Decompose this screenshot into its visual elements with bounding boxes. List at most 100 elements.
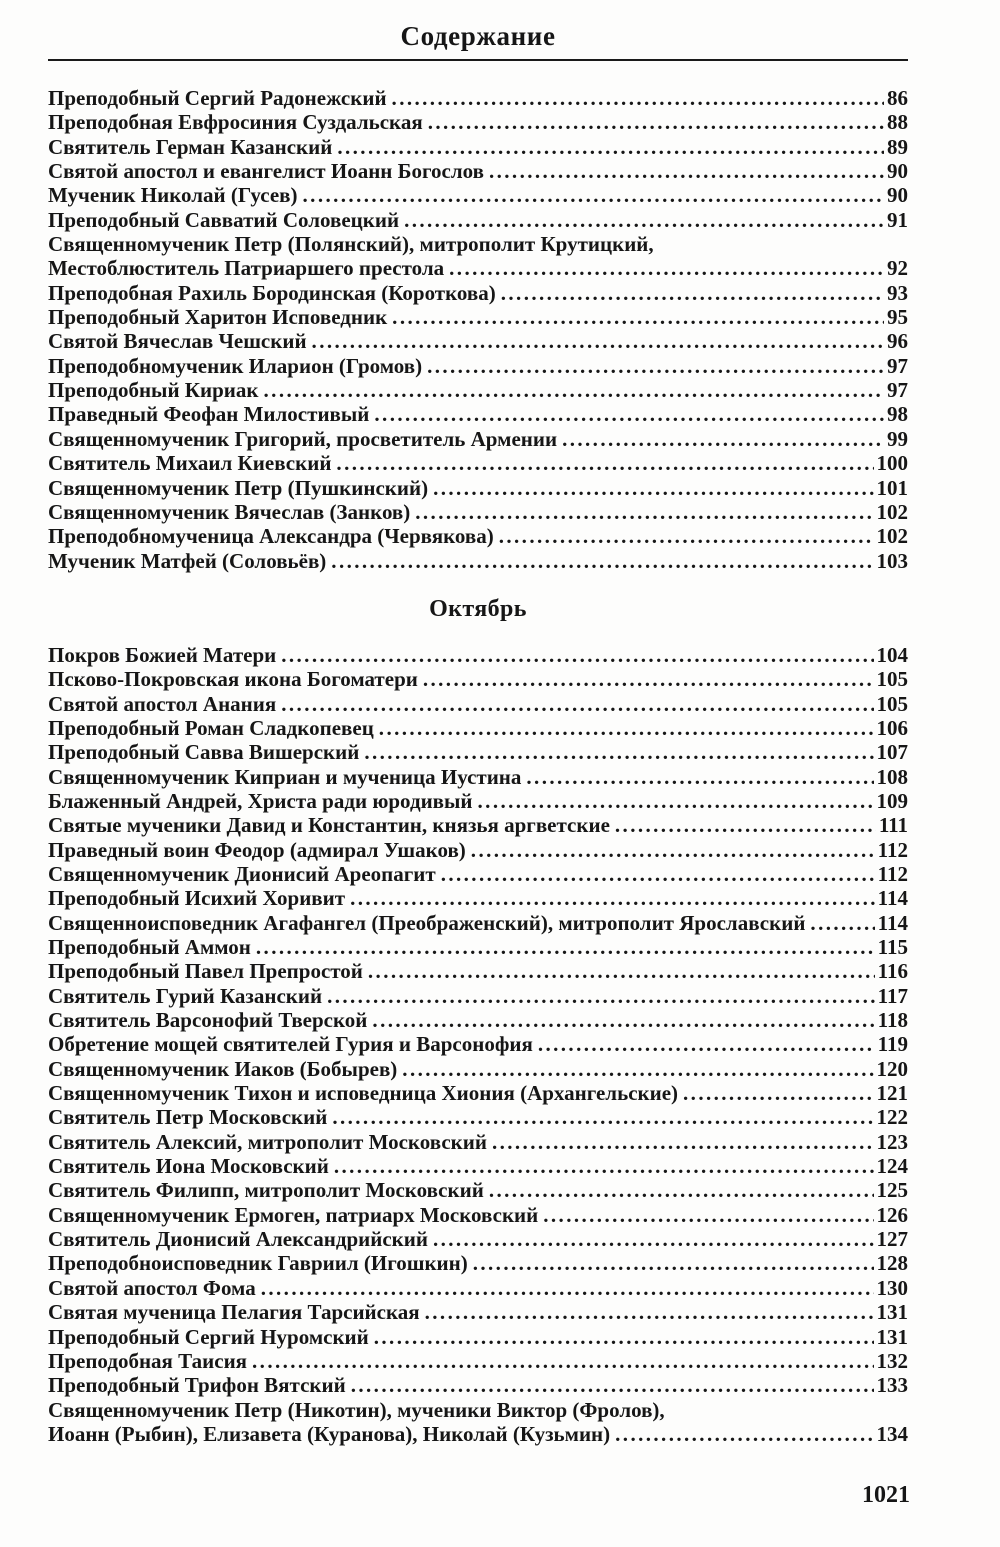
entry-title: Преподобный Исихий Хоривит [48,886,346,911]
dot-leader [427,354,884,378]
entry-title: Преподобный Савва Вишерский [48,740,360,765]
dot-leader [489,159,884,183]
toc-entry-line: Преподобный Савва Вишерский 107 [48,740,908,764]
toc-entry-line: Святой Вячеслав Чешский 96 [48,329,908,353]
toc-entry-line: Преподобный Павел Препростой 116 [48,959,908,983]
toc-entry-line: Преподобномученица Александра (Червякова… [48,524,908,548]
entry-page-number: 128 [876,1251,909,1276]
entry-page-number: 105 [876,667,909,692]
entry-page-number: 100 [876,451,909,476]
toc-entry: Праведный Феофан Милостивый 98 [48,402,908,426]
dot-leader [368,959,875,983]
entry-title: Священномученик Григорий, просветитель А… [48,426,558,451]
dot-leader [492,1130,874,1154]
toc-entry-line: Святитель Герман Казанский 89 [48,135,908,159]
toc-entry: Святитель Филипп, митрополит Московский 1… [48,1178,908,1202]
entry-page-number: 112 [877,837,908,862]
dot-leader [264,378,884,402]
dot-leader [449,256,884,280]
entry-title: Священномученик Вячеслав (Занков) [48,499,411,524]
toc-entry-line: Покров Божией Матери 104 [48,643,908,667]
toc-entry-line: Преподобный Исихий Хоривит 114 [48,886,908,910]
dot-leader [351,1373,874,1397]
entry-title: Преподобная Рахиль Бородинская (Коротков… [48,280,496,305]
entry-title: Преподобноисповедник Гавриил (Игошкин) [48,1251,468,1276]
entry-title: Блаженный Андрей, Христа ради юродивый [48,788,473,813]
entry-page-number: 90 [887,159,908,184]
entry-title: Святитель Иона Московский [48,1154,329,1179]
entry-page-number: 91 [887,207,908,232]
toc-entry: Преподобный Савватий Соловецкий 91 [48,208,908,232]
toc-list: Преподобный Сергий Радонежский86 Преподоб… [48,86,908,573]
dot-leader [281,692,873,716]
entry-page-number: 134 [876,1421,909,1446]
toc-entry-line: Обретение мощей святителей Гурия и Варсо… [48,1032,908,1056]
entry-title: Преподобный Роман Сладкопевец [48,715,374,740]
dot-leader [303,183,884,207]
entry-title: Священномученик Петр (Пушкинский) [48,475,429,500]
entry-title: Покров Божией Матери [48,642,277,667]
entry-page-number: 117 [877,983,908,1008]
toc-entry: Мученик Николай (Гусев) 90 [48,183,908,207]
toc-entry: Святитель Варсонофий Тверской 118 [48,1008,908,1032]
toc-entry: Святой Вячеслав Чешский 96 [48,329,908,353]
toc-entry-line: Священномученик Григорий, просветитель А… [48,427,908,451]
entry-page-number: 132 [876,1348,909,1373]
entry-page-number: 93 [887,280,908,305]
entry-title: Святитель Герман Казанский [48,134,333,159]
page-title: Содержание [400,21,556,51]
toc-entry: Святитель Гурий Казанский 117 [48,984,908,1008]
entry-title: Святой апостол и евангелист Иоанн Богосл… [48,159,484,184]
entry-page-number: 114 [877,886,908,911]
entry-page-number: 101 [876,475,909,500]
toc-entry: Святитель Дионисий Александрийский 127 [48,1227,908,1251]
toc-entry-line: Преподобный Харитон Исповедник 95 [48,305,908,329]
entry-title: Святитель Михаил Киевский [48,451,332,476]
entry-page-number: 97 [887,378,908,403]
entry-title: Священномученик Петр (Полянский), митроп… [48,232,654,257]
toc-entry-line: Святитель Петр Московский 122 [48,1105,908,1129]
dot-leader [332,1105,873,1129]
toc-entry-line: Святитель Дионисий Александрийский 127 [48,1227,908,1251]
entry-title: Местоблюститель Патриаршего престола [48,256,445,281]
entry-title: Святой Вячеслав Чешский [48,329,307,354]
entry-title: Преподобная Таисия [48,1348,248,1373]
dot-leader [392,305,884,329]
dot-leader [415,500,873,524]
dot-leader [281,643,873,667]
dot-leader [473,1251,874,1275]
entry-title: Мученик Николай (Гусев) [48,183,298,208]
toc-entry-line: Священномученик Тихон и исповедница Хион… [48,1081,908,1105]
entry-title: Святитель Гурий Казанский [48,983,323,1008]
toc-entry-line: Мученик Матфей (Соловьёв) 103 [48,549,908,573]
dot-leader [428,110,884,134]
dot-leader [372,1008,874,1032]
entry-page-number: 112 [877,861,908,886]
toc-entry-line: Святитель Варсонофий Тверской 118 [48,1008,908,1032]
entry-page-number: 118 [877,1008,908,1033]
toc-entry-line: Преподобный Сергий Радонежский 86 [48,86,908,110]
toc-entry-line: Священномученик Петр (Никотин), мученики… [48,1398,908,1422]
entry-page-number: 102 [876,499,909,524]
dot-leader [526,765,873,789]
toc-entry-line: Преподобный Кириак 97 [48,378,908,402]
dot-leader [331,549,873,573]
toc-entry: Святитель Алексий, митрополит Московский… [48,1130,908,1154]
dot-leader [543,1203,873,1227]
entry-title: Преподобный Павел Препростой [48,959,363,984]
toc-entry-line: Местоблюститель Патриаршего престола 92 [48,256,908,280]
toc-entry-line: Святитель Гурий Казанский 117 [48,984,908,1008]
entry-page-number: 90 [887,183,908,208]
entry-page-number: 126 [876,1202,909,1227]
toc-entry-line: Преподобномученик Иларион (Громов) 97 [48,354,908,378]
entry-title: Священноисповедник Агафангел (Преображен… [48,910,806,935]
dot-leader [683,1081,873,1105]
toc-entry: Святая мученица Пелагия Тарсийская 131 [48,1300,908,1324]
toc-entry: Преподобный Сергий Нуромский 131 [48,1325,908,1349]
entry-page-number: 89 [887,134,908,159]
entry-title: Преподобный Сергий Нуромский [48,1324,369,1349]
dot-leader [256,935,875,959]
toc-entry-line: Священномученик Киприан и мученица Иусти… [48,765,908,789]
entry-title: Преподобномученик Иларион (Громов) [48,353,423,378]
dot-leader [404,208,884,232]
